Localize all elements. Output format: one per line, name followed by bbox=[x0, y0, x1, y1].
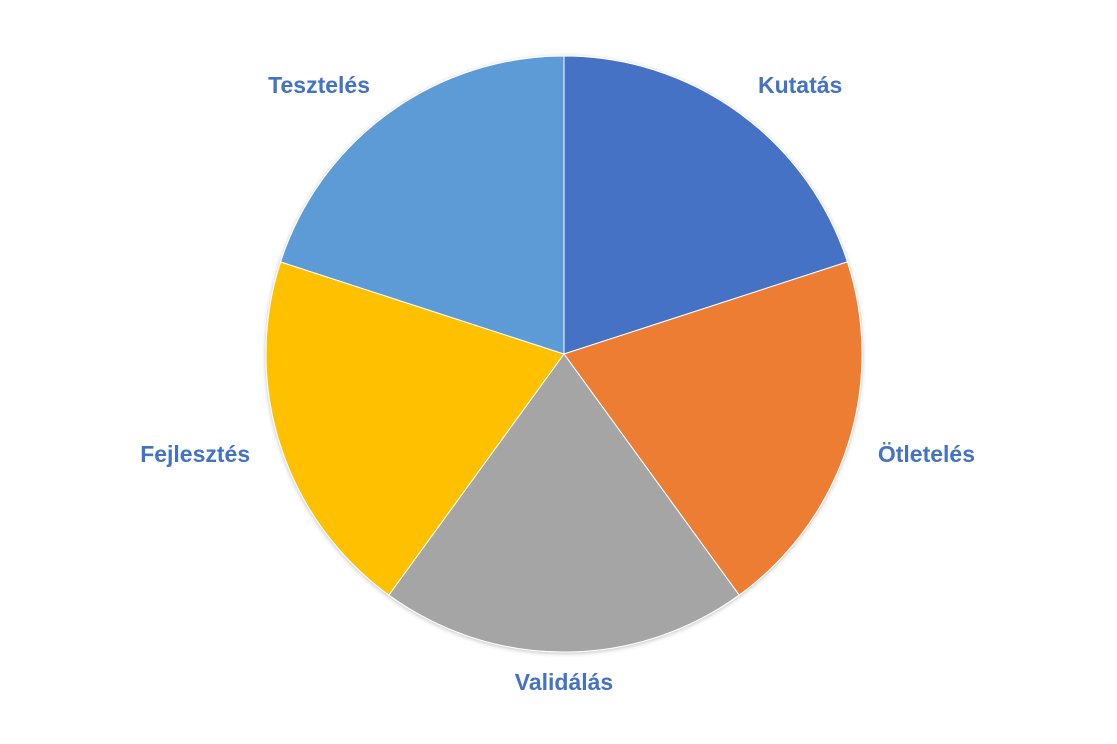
slice-label: Fejlesztés bbox=[140, 441, 250, 467]
slice-label: Kutatás bbox=[758, 72, 842, 98]
pie-slice bbox=[563, 55, 849, 355]
slice-label: Tesztelés bbox=[268, 72, 370, 98]
pie-slice bbox=[265, 261, 565, 596]
pie-slice bbox=[388, 353, 740, 653]
slice-label: Validálás bbox=[515, 669, 613, 695]
pie-slice bbox=[279, 55, 565, 355]
pie-slice bbox=[563, 261, 863, 596]
pie bbox=[265, 55, 863, 653]
slice-label: Ötletelés bbox=[878, 441, 975, 467]
